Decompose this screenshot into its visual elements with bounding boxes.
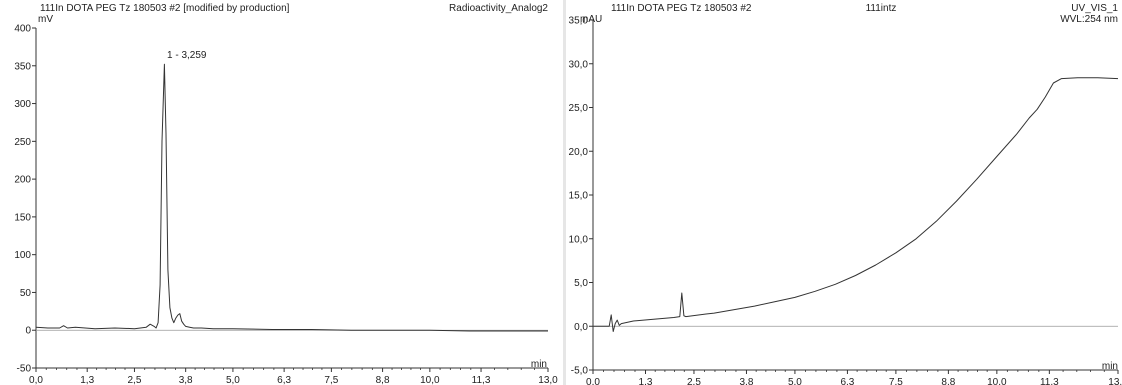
y-tick-label: 35,0 [569, 16, 589, 27]
y-tick-label: 100 [14, 250, 31, 261]
chart-title: 111In DOTA PEG Tz 180503 #2 [modified by… [40, 3, 290, 14]
x-tick-label: 2,5 [128, 375, 142, 385]
x-tick-label: 8,8 [376, 375, 390, 385]
x-tick-label: 8,8 [941, 377, 955, 385]
x-tick-label: 7,5 [889, 377, 903, 385]
y-tick-label: 10,0 [569, 234, 589, 245]
x-tick-label: 10,0 [987, 377, 1007, 385]
channel-label: Radioactivity_Analog2 [449, 3, 548, 14]
series-line [593, 78, 1118, 332]
y-tick-label: 20,0 [569, 147, 589, 158]
y-tick-label: 30,0 [569, 59, 589, 70]
x-tick-label: 1,3 [80, 375, 94, 385]
x-tick-label: 11,3 [472, 375, 491, 385]
y-tick-label: 15,0 [569, 191, 589, 202]
y-tick-label: 50 [20, 288, 32, 299]
sample-label: 111intz [866, 3, 897, 14]
y-tick-label: 5,0 [574, 278, 588, 289]
x-tick-label: 13,0 [538, 375, 558, 385]
y-tick-label: 300 [14, 99, 31, 110]
x-tick-label: 5,0 [226, 375, 240, 385]
y-tick-label: 150 [14, 212, 31, 223]
chart-title: 111In DOTA PEG Tz 180503 #2 [611, 3, 752, 14]
y-tick-label: 200 [14, 175, 31, 186]
y-tick-label: 0,0 [574, 322, 588, 333]
y-unit-label: mV [38, 14, 53, 25]
x-tick-label: 11,3 [1040, 377, 1059, 385]
chart-uv: 111In DOTA PEG Tz 180503 #2 111intz UV_V… [566, 0, 1122, 385]
x-tick-label: 2,5 [687, 377, 701, 385]
chromatogram-uv: 111In DOTA PEG Tz 180503 #2 111intz UV_V… [566, 0, 1122, 385]
x-tick-label: 3,8 [179, 375, 193, 385]
series-line [36, 64, 548, 331]
wavelength-label: WVL:254 nm [1060, 14, 1118, 25]
y-tick-label: 350 [14, 61, 31, 72]
x-tick-label: 6,3 [840, 377, 854, 385]
x-tick-label: 13,0 [1108, 377, 1122, 385]
x-tick-label: 7,5 [324, 375, 338, 385]
channel-label: UV_VIS_1 [1071, 3, 1118, 14]
chart-radioactivity: 111In DOTA PEG Tz 180503 #2 [modified by… [0, 0, 563, 385]
y-tick-label: -5,0 [571, 366, 589, 377]
x-tick-label: 5,0 [788, 377, 802, 385]
chromatogram-radioactivity: 111In DOTA PEG Tz 180503 #2 [modified by… [0, 0, 563, 385]
y-tick-label: 25,0 [569, 103, 589, 114]
x-tick-label: 0,0 [29, 375, 43, 385]
y-tick-label: -50 [17, 364, 32, 375]
y-tick-label: 400 [14, 24, 31, 35]
y-tick-label: 0 [25, 326, 31, 337]
peak-label: 1 - 3,259 [167, 50, 207, 61]
x-tick-label: 1,3 [639, 377, 653, 385]
x-tick-label: 0,0 [586, 377, 600, 385]
x-tick-label: 3,8 [740, 377, 754, 385]
x-tick-label: 6,3 [277, 375, 291, 385]
y-tick-label: 250 [14, 137, 31, 148]
x-tick-label: 10,0 [420, 375, 440, 385]
